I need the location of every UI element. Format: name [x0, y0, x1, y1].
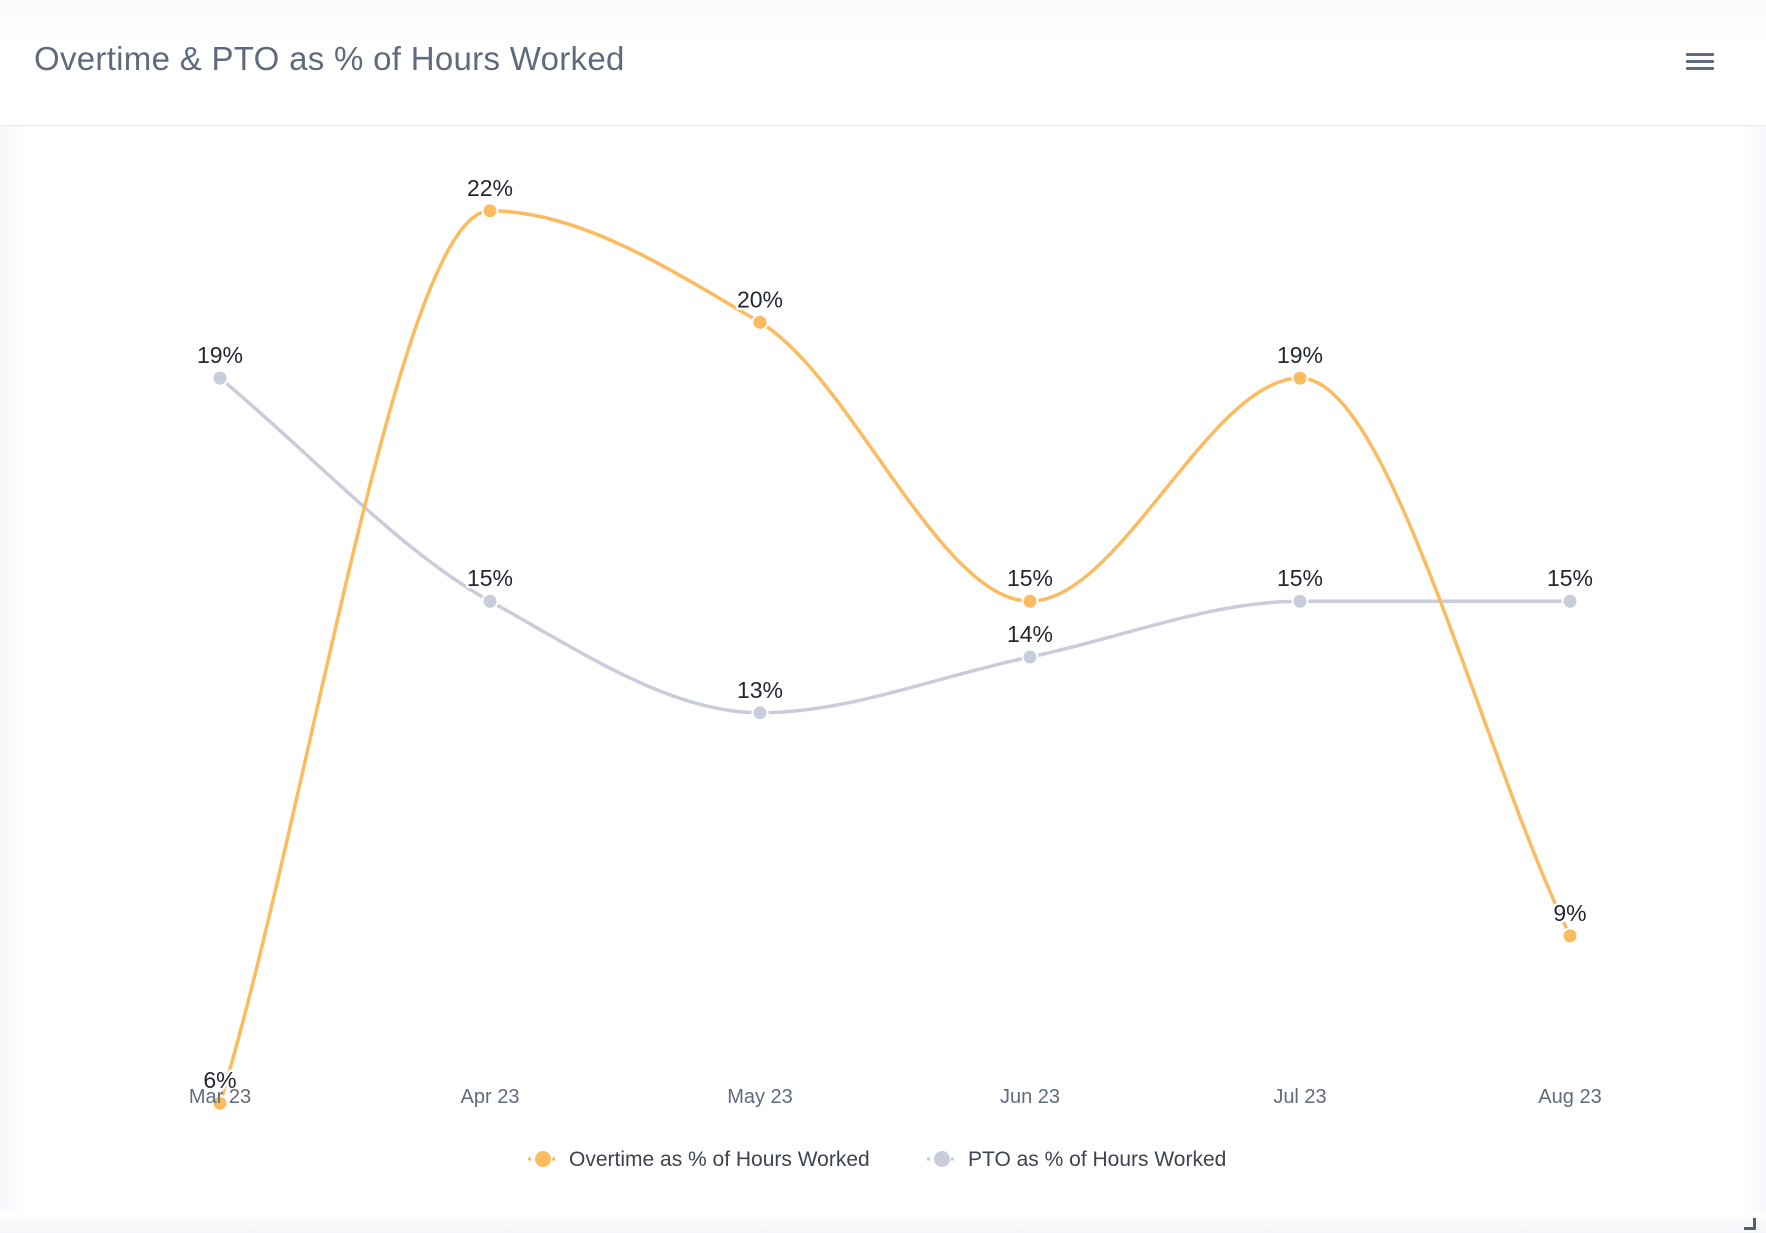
- series-layer: [218, 209, 1572, 1105]
- x-tick-label: Mar 23: [189, 1086, 251, 1108]
- data-label-overtime-5: 9%: [1553, 900, 1586, 926]
- data-label-pto-0: 19%: [197, 342, 243, 368]
- data-point-overtime-2[interactable]: [751, 313, 769, 331]
- data-point-pto-2[interactable]: [751, 704, 769, 722]
- legend-item-pto[interactable]: PTO as % of Hours Worked: [927, 1148, 1226, 1171]
- x-tick-label: May 23: [727, 1086, 793, 1108]
- series-line-pto[interactable]: [218, 376, 1572, 715]
- data-point-pto-5[interactable]: [1561, 592, 1579, 610]
- chart-header: Overtime & PTO as % of Hours Worked: [0, 0, 1766, 126]
- x-tick-label: Jul 23: [1273, 1086, 1326, 1108]
- chart-title: Overtime & PTO as % of Hours Worked: [34, 40, 625, 77]
- data-point-overtime-0[interactable]: [211, 1094, 229, 1112]
- data-label-pto-3: 14%: [1007, 621, 1053, 647]
- bottom-edge-shade: [0, 1212, 1766, 1233]
- data-point-pto-4[interactable]: [1291, 592, 1309, 610]
- hamburger-menu-icon[interactable]: [1684, 48, 1716, 76]
- legend-marker-pto: [934, 1151, 950, 1167]
- resize-handle-icon[interactable]: [1744, 1218, 1756, 1230]
- legend-label-overtime: Overtime as % of Hours Worked: [569, 1148, 870, 1171]
- data-labels-layer: 19% 15% 13% 14% 15% 15% 6% 22% 20% 15% 19% 9%: [194, 172, 1595, 1095]
- data-point-pto-0[interactable]: [211, 369, 229, 387]
- data-point-overtime-5[interactable]: [1561, 927, 1579, 945]
- legend-item-overtime[interactable]: Overtime as % of Hours Worked: [528, 1148, 870, 1171]
- data-point-overtime-3[interactable]: [1021, 592, 1039, 610]
- data-label-overtime-2: 20%: [737, 286, 783, 312]
- data-point-overtime-4[interactable]: [1291, 369, 1309, 387]
- legend: Overtime as % of Hours Worked PTO as % of…: [528, 1148, 1226, 1171]
- data-label-overtime-0: 6%: [203, 1067, 236, 1093]
- markers-layer: [211, 202, 1579, 1112]
- right-edge-shade: [1738, 126, 1766, 1216]
- legend-label-pto: PTO as % of Hours Worked: [968, 1148, 1226, 1171]
- data-label-overtime-1: 22%: [467, 175, 513, 201]
- data-label-overtime-3: 15%: [1007, 565, 1053, 591]
- data-label-pto-2: 13%: [737, 677, 783, 703]
- data-point-pto-3[interactable]: [1021, 648, 1039, 666]
- data-point-overtime-1[interactable]: [481, 202, 499, 220]
- series-line-overtime[interactable]: [218, 209, 1572, 1105]
- x-tick-label: Jun 23: [1000, 1086, 1060, 1108]
- x-tick-label: Apr 23: [461, 1086, 520, 1108]
- left-edge-shade: [0, 126, 28, 1216]
- data-label-pto-4: 15%: [1277, 565, 1323, 591]
- x-tick-label: Aug 23: [1538, 1086, 1601, 1108]
- data-point-pto-1[interactable]: [481, 592, 499, 610]
- data-label-pto-5: 15%: [1547, 565, 1593, 591]
- data-label-overtime-4: 19%: [1277, 342, 1323, 368]
- data-label-pto-1: 15%: [467, 565, 513, 591]
- legend-marker-overtime: [535, 1151, 551, 1167]
- x-axis: Mar 23 Apr 23 May 23 Jun 23 Jul 23 Aug 23: [189, 1086, 1602, 1108]
